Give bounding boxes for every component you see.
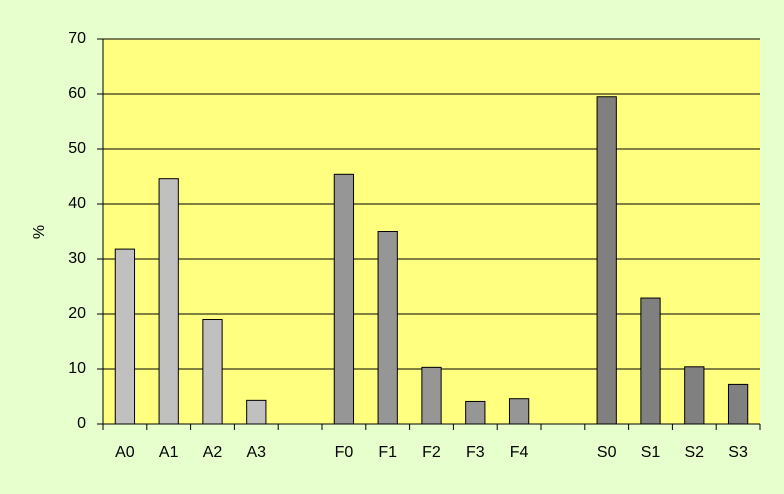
bar: [377, 231, 398, 425]
y-tick-label: 70: [68, 30, 86, 47]
x-tick-label: S1: [641, 444, 661, 461]
x-tick-label: S3: [728, 444, 748, 461]
bar: [114, 248, 136, 425]
bar: [158, 178, 179, 425]
bar: [202, 319, 223, 425]
bar: [246, 399, 267, 425]
x-tick-label: A1: [159, 444, 179, 461]
y-axis-label: %: [31, 225, 48, 239]
x-tick-label: F1: [378, 444, 397, 461]
x-tick-label: S2: [685, 444, 705, 461]
y-tick-label: 60: [68, 85, 86, 102]
bar: [727, 383, 749, 425]
y-tick-label: 30: [68, 250, 86, 267]
x-tick-label: F3: [466, 444, 485, 461]
y-tick-label: 10: [68, 360, 86, 377]
y-tick-label: 20: [68, 305, 86, 322]
bar: [333, 173, 355, 425]
x-tick-label: F2: [422, 444, 441, 461]
x-tick-label: F0: [335, 444, 354, 461]
bar: [684, 366, 705, 425]
x-tick-label: F4: [510, 444, 529, 461]
y-tick-label: 40: [68, 195, 86, 212]
bar: [421, 366, 442, 425]
bar: [465, 400, 486, 425]
x-tick-label: A3: [247, 444, 267, 461]
bar: [640, 297, 661, 425]
x-tick-label: A0: [115, 444, 135, 461]
x-tick-label: A2: [203, 444, 223, 461]
x-tick-label: S0: [597, 444, 617, 461]
plot-area: [103, 39, 760, 424]
bar: [508, 398, 530, 425]
bar: [596, 96, 617, 425]
y-tick-label: 0: [77, 415, 86, 432]
y-tick-label: 50: [68, 140, 86, 157]
